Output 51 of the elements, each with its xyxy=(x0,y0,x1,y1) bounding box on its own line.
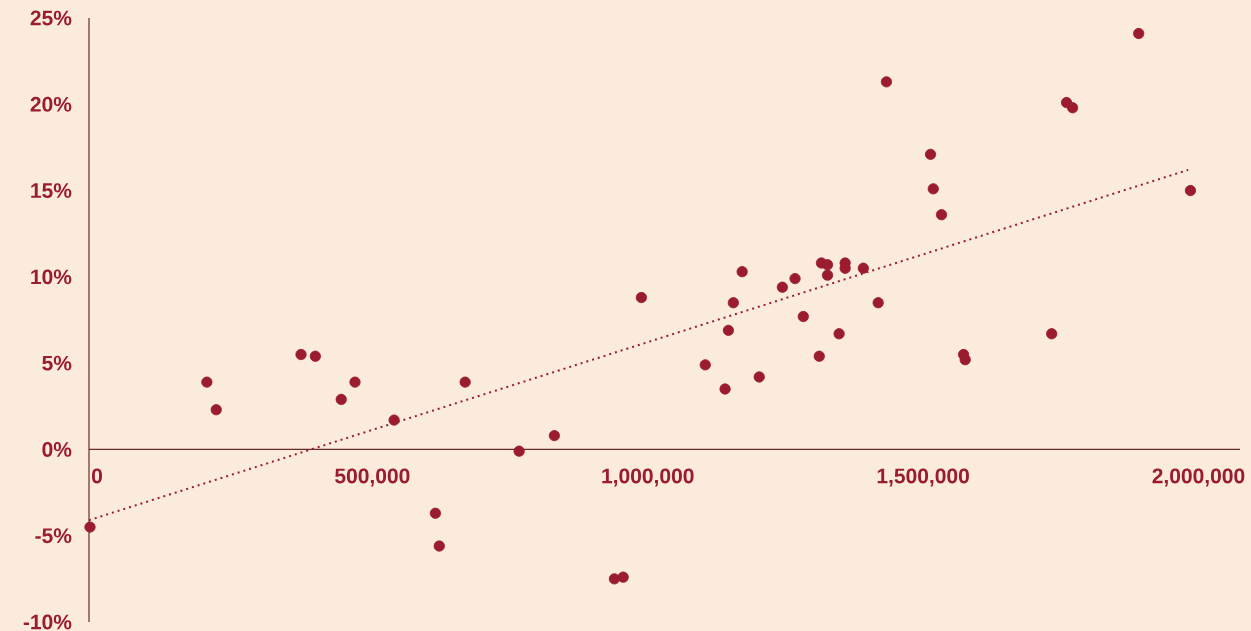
point xyxy=(295,348,307,361)
y-tick-label: 25% xyxy=(30,10,72,26)
y-tick-label: 0% xyxy=(42,442,72,457)
point xyxy=(459,376,471,388)
point xyxy=(813,350,825,362)
x-tick-label: 1,000,000 xyxy=(602,468,694,487)
x-tick-label: 500,000 xyxy=(335,468,410,487)
point xyxy=(833,328,845,340)
point xyxy=(1046,328,1058,340)
point xyxy=(789,272,801,285)
point xyxy=(1067,102,1079,114)
x-tick-label: 2,000,000 xyxy=(1152,468,1245,487)
point xyxy=(699,359,711,371)
point xyxy=(719,383,731,395)
point xyxy=(309,350,321,362)
point xyxy=(736,266,748,278)
point xyxy=(335,393,347,405)
point xyxy=(210,404,222,416)
point xyxy=(727,297,739,309)
point xyxy=(635,291,647,304)
point xyxy=(349,376,361,388)
point xyxy=(880,76,893,88)
y-tick-label: 20% xyxy=(30,96,72,112)
point xyxy=(722,324,734,336)
point xyxy=(959,354,971,366)
point xyxy=(548,430,560,442)
point xyxy=(821,269,834,281)
point xyxy=(617,571,629,583)
point xyxy=(776,281,788,293)
y-tick-label: -5% xyxy=(35,528,72,544)
point xyxy=(927,183,939,195)
x-tick-label: 0 xyxy=(91,468,102,484)
y-tick-label: 5% xyxy=(42,355,72,371)
point xyxy=(388,414,400,426)
point xyxy=(857,262,869,274)
y-tick-label: 15% xyxy=(31,183,72,198)
y-tick-label: 10% xyxy=(31,269,72,285)
point xyxy=(872,297,884,309)
point xyxy=(84,521,96,533)
point xyxy=(797,310,809,323)
x-tick-label: 1,500,000 xyxy=(877,468,969,487)
point xyxy=(433,540,445,552)
point xyxy=(1133,27,1145,40)
y-tick-label: -10% xyxy=(23,614,72,630)
point xyxy=(513,445,525,457)
point xyxy=(201,376,213,388)
point xyxy=(429,507,442,519)
point xyxy=(935,209,948,221)
point xyxy=(753,371,765,383)
point xyxy=(924,148,937,160)
point xyxy=(1184,184,1197,197)
